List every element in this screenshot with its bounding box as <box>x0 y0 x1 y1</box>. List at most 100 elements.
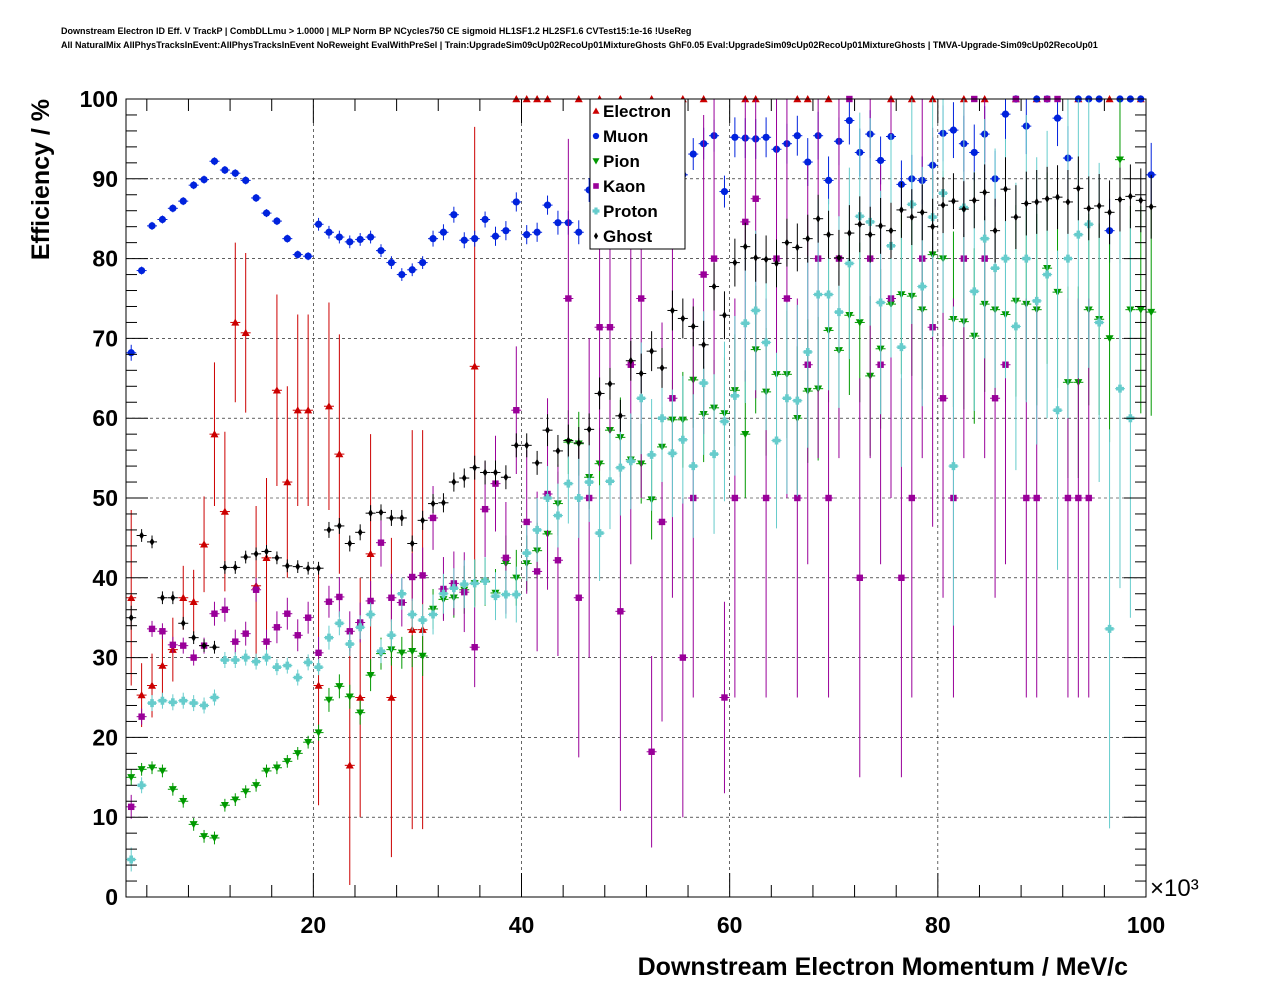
proton-point <box>490 572 501 621</box>
ghost-point <box>396 509 407 526</box>
ghost-marker <box>389 513 394 522</box>
proton-marker <box>324 633 333 642</box>
proton-marker <box>782 394 791 403</box>
ghost-point <box>1125 164 1136 229</box>
ghost-marker <box>493 468 498 477</box>
muon-point <box>532 222 543 242</box>
proton-marker <box>772 436 781 445</box>
proton-marker <box>553 511 562 520</box>
muon-marker <box>398 270 406 279</box>
proton-marker <box>179 696 188 705</box>
muon-point <box>417 256 428 269</box>
proton-marker <box>252 657 261 666</box>
muon-marker <box>138 266 146 275</box>
ghost-marker <box>201 641 207 650</box>
proton-marker <box>1043 270 1052 279</box>
muon-point <box>1000 99 1011 143</box>
ghost-point <box>147 535 158 549</box>
ghost-marker <box>1023 199 1029 208</box>
pion-point <box>334 674 345 699</box>
pion-marker <box>304 738 313 747</box>
proton-point <box>1062 99 1073 419</box>
electron-point <box>323 302 334 510</box>
ghost-marker <box>565 436 571 445</box>
ghost-marker <box>264 547 269 556</box>
ghost-marker <box>222 563 228 572</box>
pion-marker <box>179 798 188 806</box>
ghost-point <box>688 306 699 347</box>
ghost-marker <box>1127 192 1133 201</box>
ghost-marker <box>284 561 290 570</box>
proton-marker <box>803 347 812 356</box>
ghost-point <box>240 550 251 564</box>
ghost-point <box>1000 157 1011 222</box>
muon-point <box>136 266 147 275</box>
ghost-point <box>188 631 199 645</box>
proton-point <box>1052 250 1063 570</box>
legend-marker-kaon <box>593 183 599 189</box>
ghost-marker <box>1065 197 1071 206</box>
ghost-point <box>594 377 605 410</box>
proton-marker <box>200 701 209 710</box>
electron-marker <box>387 693 396 701</box>
electron-marker <box>272 386 281 394</box>
electron-marker <box>210 430 219 438</box>
proton-marker <box>501 590 510 599</box>
kaon-marker <box>742 218 749 226</box>
pion-point <box>240 785 251 799</box>
x-tick-label: 40 <box>509 912 535 938</box>
kaon-point <box>271 611 282 644</box>
proton-marker <box>314 663 323 672</box>
ghost-point <box>969 172 980 229</box>
proton-marker <box>574 494 583 503</box>
ghost-marker <box>794 243 800 252</box>
x-tick-label: 100 <box>1127 912 1165 938</box>
proton-marker <box>637 394 646 403</box>
pion-marker <box>127 774 136 782</box>
proton-point <box>573 458 584 538</box>
electron-point <box>157 633 168 698</box>
proton-marker <box>460 580 469 589</box>
kaon-marker <box>752 195 759 202</box>
kaon-marker <box>939 395 947 402</box>
ghost-marker <box>930 222 936 231</box>
electron-point <box>282 386 293 578</box>
ghost-point <box>261 545 272 558</box>
muon-point <box>147 221 158 230</box>
electron-marker <box>137 691 146 699</box>
electron-marker <box>148 681 157 689</box>
ghost-marker <box>180 619 186 628</box>
proton-point <box>594 485 605 581</box>
pion-marker <box>262 767 271 775</box>
proton-point <box>646 399 657 511</box>
ghost-marker <box>441 498 446 507</box>
legend-marker-proton <box>592 207 600 215</box>
muon-point <box>334 230 345 244</box>
kaon-marker <box>284 610 291 617</box>
kaon-marker <box>419 572 426 579</box>
proton-marker <box>595 529 604 538</box>
pion-point <box>303 735 314 749</box>
pion-marker <box>241 788 250 796</box>
proton-marker <box>533 525 542 534</box>
muon-point <box>251 193 262 202</box>
ghost-point <box>1104 180 1115 245</box>
pion-point <box>126 769 137 786</box>
y-tick-label: 50 <box>92 485 118 511</box>
pion-point <box>396 636 407 669</box>
proton-marker <box>1032 296 1041 305</box>
muon-marker <box>450 211 458 219</box>
proton-marker <box>304 658 313 667</box>
ghost-marker <box>826 230 831 239</box>
ghost-point <box>990 198 1001 263</box>
kaon-marker <box>1023 494 1030 502</box>
ghost-marker <box>545 426 550 435</box>
pion-point <box>261 764 272 778</box>
muon-marker <box>273 217 281 225</box>
ghost-marker <box>430 499 436 508</box>
muon-point <box>219 166 230 175</box>
proton-point <box>355 615 366 640</box>
ghost-point <box>625 340 636 381</box>
ghost-marker <box>555 446 561 455</box>
ghost-point <box>292 560 303 574</box>
